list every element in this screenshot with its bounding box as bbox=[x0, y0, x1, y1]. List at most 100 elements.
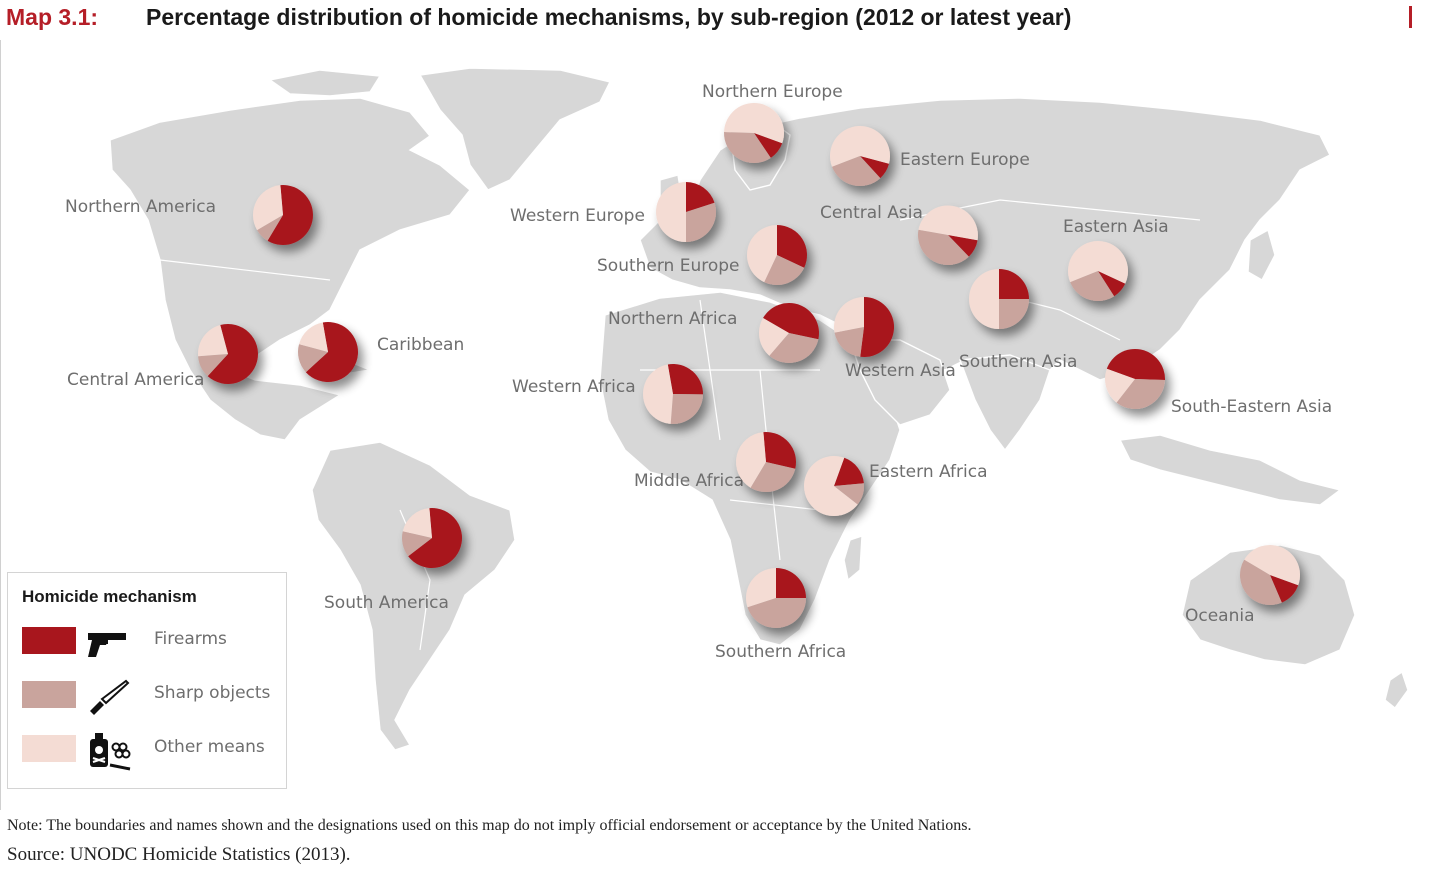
pie-northern-africa bbox=[759, 303, 819, 363]
pie-slice-south-america-firearms bbox=[408, 507, 463, 568]
japan bbox=[1247, 228, 1276, 281]
pie-slice-southern-africa-other bbox=[746, 568, 776, 608]
pie-middle-africa bbox=[735, 431, 797, 493]
australia bbox=[1181, 544, 1356, 666]
legend-title: Homicide mechanism bbox=[22, 587, 197, 606]
header-accent-bar bbox=[1409, 6, 1412, 28]
pie-slice-southern-europe-firearms bbox=[777, 225, 807, 268]
legend-item-other-means: Other means bbox=[22, 731, 282, 771]
pie-south-america bbox=[402, 507, 463, 568]
label-caribbean: Caribbean bbox=[377, 335, 464, 355]
pie-slice-eastern-asia-sharp bbox=[1070, 271, 1115, 301]
label-central-america: Central America bbox=[67, 370, 204, 390]
label-northern-africa: Northern Africa bbox=[608, 309, 737, 329]
canadian-arctic-islands bbox=[268, 69, 382, 97]
label-central-asia: Central Asia bbox=[820, 203, 923, 223]
pie-slice-middle-africa-other bbox=[735, 432, 766, 488]
us-canada-border bbox=[159, 259, 331, 281]
legend-swatch-firearms bbox=[22, 627, 76, 654]
arabian-peninsula bbox=[849, 339, 951, 426]
pie-slice-eastern-africa-sharp bbox=[834, 483, 865, 505]
pie-slice-oceania-other bbox=[1244, 545, 1300, 586]
label-western-asia: Western Asia bbox=[845, 361, 956, 381]
pie-slice-southern-europe-sharp bbox=[764, 255, 805, 285]
legend-item-firearms: Firearms bbox=[22, 623, 282, 663]
label-eastern-asia: Eastern Asia bbox=[1063, 217, 1169, 237]
knife-icon bbox=[90, 679, 130, 715]
pie-slice-south-eastern-asia-sharp bbox=[1116, 379, 1165, 409]
pie-caribbean bbox=[298, 322, 359, 383]
pie-oceania bbox=[1240, 545, 1300, 605]
legend: Homicide mechanism Firearms Sharp object… bbox=[7, 572, 287, 789]
pie-western-europe bbox=[656, 182, 716, 242]
pie-central-asia bbox=[918, 205, 978, 265]
pie-slice-caribbean-other bbox=[299, 322, 328, 352]
left-border-rule bbox=[0, 40, 1, 810]
pie-slice-south-america-sharp bbox=[402, 531, 432, 557]
region-labels: Northern America Central America Caribbe… bbox=[65, 82, 1332, 662]
pie-southern-europe bbox=[747, 225, 807, 285]
label-oceania: Oceania bbox=[1185, 606, 1255, 626]
pie-slice-eastern-europe-sharp bbox=[831, 156, 881, 187]
pie-slice-western-asia-other bbox=[833, 297, 864, 333]
pie-slice-northern-africa-sharp bbox=[769, 333, 819, 363]
label-south-america: South America bbox=[324, 593, 449, 613]
pie-northern-america bbox=[252, 184, 313, 245]
europe-asia bbox=[639, 97, 1331, 386]
pie-slice-eastern-africa-firearms bbox=[834, 457, 864, 486]
pie-northern-europe bbox=[724, 102, 785, 164]
map-note: Note: The boundaries and names shown and… bbox=[7, 817, 972, 834]
south-america bbox=[311, 441, 516, 751]
legend-label-other-means: Other means bbox=[154, 737, 265, 757]
label-south-eastern-asia: South-Eastern Asia bbox=[1171, 397, 1332, 417]
pie-slice-eastern-asia-other bbox=[1068, 240, 1129, 284]
pie-slice-southern-africa-sharp bbox=[747, 598, 806, 628]
pie-slice-northern-america-other bbox=[252, 185, 283, 231]
map-number: Map 3.1: bbox=[6, 4, 99, 30]
pie-slice-oceania-firearms bbox=[1270, 575, 1299, 603]
pie-slice-middle-africa-sharp bbox=[750, 462, 796, 493]
legend-swatch-other-means bbox=[22, 735, 76, 762]
pie-slice-central-america-other bbox=[197, 325, 228, 357]
label-southern-africa: Southern Africa bbox=[715, 642, 846, 662]
pie-slice-eastern-europe-other bbox=[829, 126, 890, 167]
label-western-africa: Western Africa bbox=[512, 377, 636, 397]
pie-slice-western-europe-firearms bbox=[686, 182, 715, 212]
pie-western-asia bbox=[833, 296, 895, 358]
pie-slice-western-africa-other bbox=[643, 364, 673, 424]
pie-slice-western-africa-firearms bbox=[667, 364, 704, 395]
pie-slice-caribbean-sharp bbox=[298, 344, 328, 373]
pie-slice-western-africa-sharp bbox=[670, 394, 703, 424]
legend-item-sharp-objects: Sharp objects bbox=[22, 677, 282, 717]
label-southern-europe: Southern Europe bbox=[597, 256, 740, 276]
pie-slice-south-america-other bbox=[402, 508, 432, 538]
legend-label-firearms: Firearms bbox=[154, 629, 227, 649]
pie-southern-asia bbox=[969, 269, 1029, 329]
gun-icon bbox=[88, 633, 126, 657]
label-eastern-africa: Eastern Africa bbox=[869, 462, 988, 482]
pie-slice-southern-europe-other bbox=[747, 225, 777, 283]
pie-southern-africa bbox=[746, 568, 806, 628]
pie-slice-central-asia-firearms bbox=[948, 235, 978, 257]
pie-eastern-africa bbox=[803, 456, 865, 517]
pie-slice-western-asia-firearms bbox=[860, 296, 895, 358]
pie-slice-western-europe-other bbox=[656, 182, 686, 242]
legend-swatch-sharp-objects bbox=[22, 681, 76, 708]
pie-slice-oceania-sharp bbox=[1240, 559, 1282, 605]
pie-slice-south-eastern-asia-firearms bbox=[1106, 349, 1165, 381]
indian-subcontinent bbox=[959, 354, 1051, 452]
pie-slice-southern-asia-other bbox=[969, 269, 999, 329]
pie-slice-south-eastern-asia-other bbox=[1105, 368, 1135, 403]
pie-slice-southern-africa-firearms bbox=[776, 568, 806, 598]
pie-western-africa bbox=[643, 364, 704, 424]
world-map: Northern America Central America Caribbe… bbox=[65, 67, 1409, 751]
pie-central-america bbox=[197, 323, 258, 384]
pie-slice-eastern-asia-firearms bbox=[1098, 271, 1126, 297]
madagascar bbox=[843, 535, 863, 582]
label-northern-europe: Northern Europe bbox=[702, 82, 843, 102]
pie-slice-central-america-sharp bbox=[198, 354, 228, 377]
pie-slice-southern-asia-sharp bbox=[999, 299, 1029, 329]
pie-slice-northern-europe-sharp bbox=[724, 131, 771, 164]
pie-slice-northern-europe-firearms bbox=[754, 133, 783, 158]
map-title: Percentage distribution of homicide mech… bbox=[146, 4, 1072, 30]
